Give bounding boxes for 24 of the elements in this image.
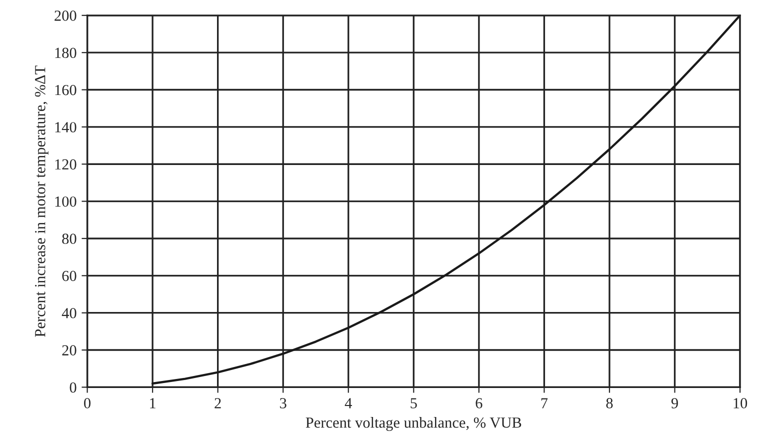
x-axis-title: Percent voltage unbalance, % VUB bbox=[306, 417, 522, 431]
x-tick-label: 10 bbox=[734, 398, 748, 408]
y-tick-label: 100 bbox=[55, 196, 76, 207]
y-tick-label: 60 bbox=[62, 270, 76, 282]
x-tick-label: 4 bbox=[344, 398, 352, 408]
y-tick-label: 140 bbox=[55, 122, 76, 132]
x-tick-label: 7 bbox=[541, 398, 548, 408]
x-tick-label: 2 bbox=[214, 398, 221, 408]
x-tick-label: 1 bbox=[150, 398, 156, 408]
x-tick-label: 5 bbox=[410, 398, 417, 408]
y-tick-label: 180 bbox=[55, 48, 76, 58]
x-tick-label: 9 bbox=[671, 398, 678, 408]
y-axis-title: Percent increase in motor temperature, %ΔT bbox=[34, 66, 48, 337]
y-tick-label: 120 bbox=[55, 159, 76, 170]
y-tick-label: 80 bbox=[62, 234, 76, 244]
y-tick-label: 200 bbox=[54, 10, 76, 21]
x-tick-label: 6 bbox=[476, 398, 482, 408]
x-tick-label: 8 bbox=[606, 398, 613, 408]
y-tick-label: 0 bbox=[70, 382, 76, 393]
y-tick-label: 40 bbox=[62, 308, 76, 318]
y-tick-label: 160 bbox=[55, 84, 76, 96]
y-tick-label: 20 bbox=[62, 345, 76, 356]
x-tick-label: 3 bbox=[280, 398, 286, 408]
x-tick-label: 0 bbox=[84, 398, 91, 408]
